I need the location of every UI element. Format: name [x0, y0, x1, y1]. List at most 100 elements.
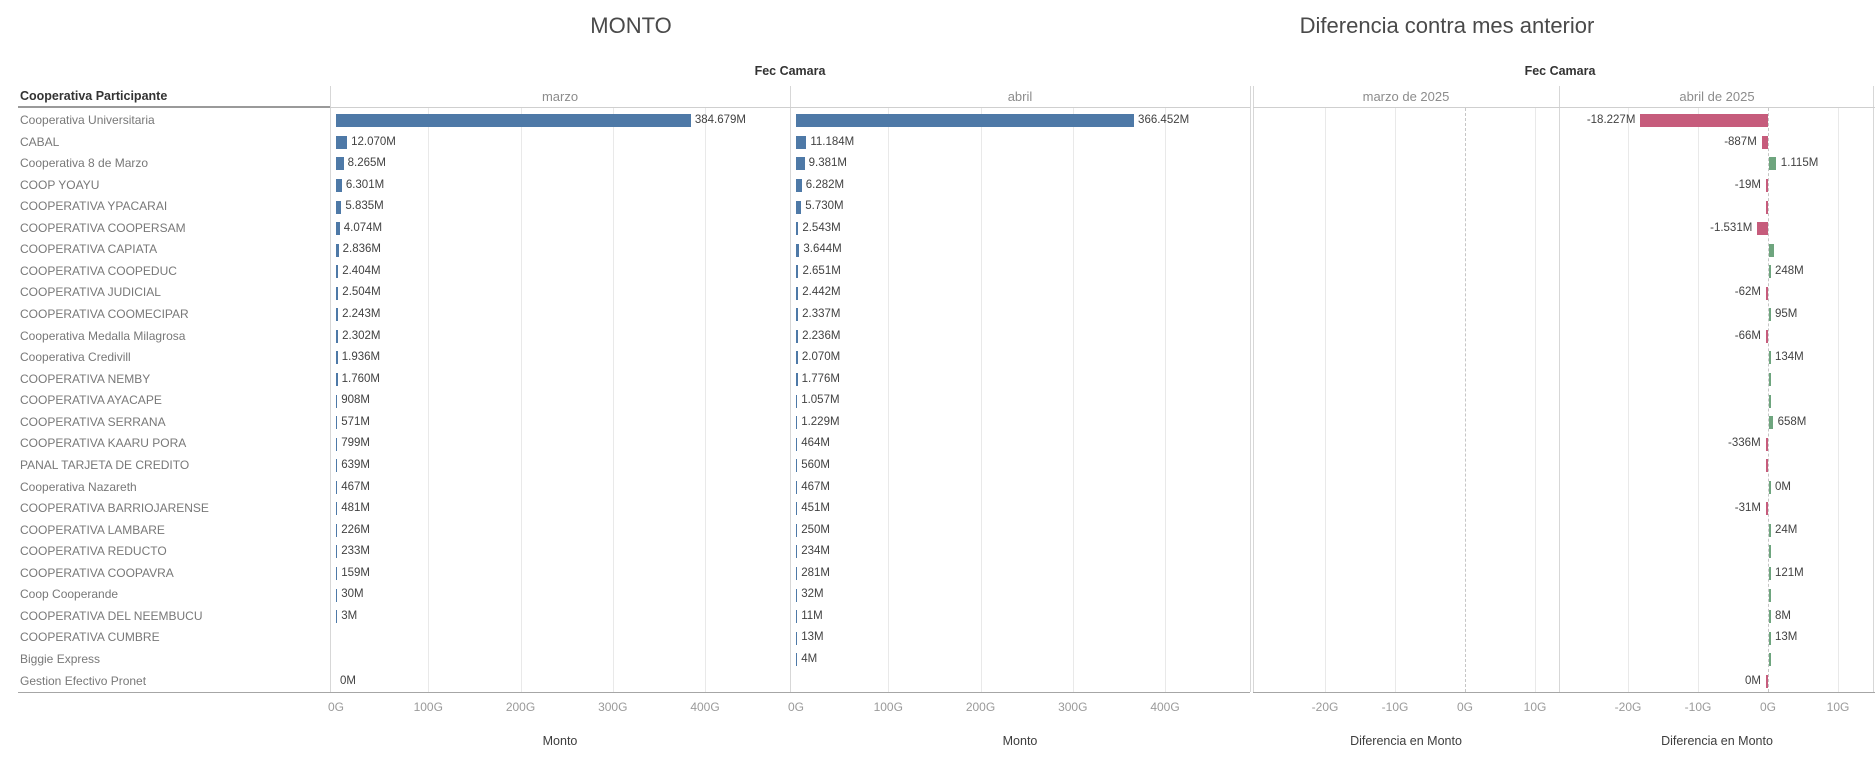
monto-bar-marzo[interactable] [336, 351, 338, 365]
monto-bar-marzo[interactable] [336, 502, 338, 516]
diff-bar[interactable] [1768, 588, 1771, 602]
monto-bar-abril[interactable] [796, 351, 798, 365]
row-label[interactable]: Biggie Express [20, 652, 101, 666]
monto-bar-marzo[interactable] [336, 286, 339, 300]
row-label[interactable]: COOPERATIVA KAARU PORA [20, 436, 187, 451]
diff-bar[interactable] [1640, 114, 1768, 128]
monto-bar-abril[interactable] [796, 329, 799, 343]
monto-bar-marzo[interactable] [336, 265, 339, 279]
monto-bar-abril[interactable] [796, 610, 798, 624]
diff-bar[interactable] [1768, 157, 1777, 171]
row-label[interactable]: COOPERATIVA COOPEDUC [20, 263, 177, 278]
monto-bar-abril[interactable] [796, 157, 805, 171]
row-label[interactable]: COOPERATIVA YPACARAI [20, 199, 168, 214]
monto-bar-abril[interactable] [796, 416, 798, 430]
monto-bar-abril[interactable] [796, 265, 799, 279]
row-label[interactable]: COOPERATIVA CAPIATA [20, 242, 158, 257]
monto-bar-abril[interactable] [796, 459, 798, 473]
monto-bar-marzo[interactable] [336, 373, 338, 386]
diff-bar[interactable] [1765, 437, 1768, 451]
monto-bar-abril[interactable] [796, 200, 802, 214]
monto-bar-marzo[interactable] [336, 459, 338, 473]
monto-bar-marzo[interactable] [336, 523, 338, 537]
diff-bar[interactable] [1768, 416, 1774, 430]
row-label[interactable]: CABAL [20, 134, 60, 149]
row-label[interactable]: COOP YOAYU [20, 177, 100, 192]
monto-bar-marzo[interactable] [336, 567, 338, 581]
monto-bar-marzo[interactable] [336, 394, 338, 408]
diff-bar[interactable] [1768, 610, 1771, 624]
diff-bar[interactable] [1768, 265, 1771, 279]
monto-bar-abril[interactable] [796, 480, 798, 494]
monto-bar-marzo[interactable] [336, 114, 691, 128]
row-label[interactable]: COOPERATIVA NEMBY [20, 371, 151, 386]
diff-bar[interactable] [1766, 178, 1768, 192]
monto-bar-marzo[interactable] [336, 610, 338, 624]
monto-bar-abril[interactable] [796, 222, 799, 236]
monto-bar-abril[interactable] [796, 653, 798, 667]
diff-bar[interactable] [1766, 502, 1768, 516]
diff-bar[interactable] [1768, 351, 1771, 365]
diff-bar[interactable] [1766, 459, 1768, 473]
diff-bar[interactable] [1766, 200, 1768, 214]
monto-bar-abril[interactable] [796, 178, 802, 192]
monto-bar-abril[interactable] [796, 243, 800, 257]
monto-bar-marzo[interactable] [336, 480, 338, 494]
row-label[interactable]: COOPERATIVA COOMECIPAR [20, 307, 189, 322]
diff-bar[interactable] [1768, 394, 1771, 408]
monto-bar-marzo[interactable] [336, 437, 338, 451]
diff-bar[interactable] [1768, 243, 1775, 257]
monto-bar-marzo[interactable] [336, 222, 340, 236]
row-dimension-header[interactable]: Cooperativa Participante [20, 89, 168, 103]
monto-bar-abril[interactable] [796, 502, 798, 516]
row-label[interactable]: COOPERATIVA CUMBRE [20, 630, 160, 645]
row-label[interactable]: Cooperativa Universitaria [20, 113, 155, 127]
diff-bar[interactable] [1766, 286, 1768, 300]
monto-bar-marzo[interactable] [336, 243, 339, 257]
row-label[interactable]: Cooperativa 8 de Marzo [20, 156, 149, 171]
diff-bar[interactable] [1768, 567, 1771, 581]
monto-bar-marzo[interactable] [336, 545, 338, 559]
row-label[interactable]: COOPERATIVA BARRIOJARENSE [20, 501, 209, 516]
monto-bar-marzo[interactable] [336, 416, 338, 430]
monto-bar-abril[interactable] [796, 373, 798, 386]
row-label[interactable]: COOPERATIVA SERRANA [20, 414, 166, 429]
panel-header-marzo-2025[interactable]: marzo de 2025 [1362, 89, 1450, 104]
monto-bar-marzo[interactable] [336, 157, 344, 171]
diff-bar[interactable] [1766, 674, 1768, 688]
diff-bar[interactable] [1768, 308, 1771, 322]
diff-bar[interactable] [1768, 631, 1771, 645]
diff-bar[interactable] [1768, 373, 1771, 386]
row-label[interactable]: COOPERATIVA DEL NEEMBUCU [20, 608, 203, 623]
monto-bar-abril[interactable] [796, 394, 798, 408]
row-label[interactable]: PANAL TARJETA DE CREDITO [20, 457, 190, 472]
diff-bar[interactable] [1768, 480, 1771, 494]
row-label[interactable]: COOPERATIVA AYACAPE [20, 393, 162, 408]
monto-bar-abril[interactable] [796, 286, 799, 300]
panel-header-abril[interactable]: abril [1007, 89, 1033, 104]
row-label[interactable]: COOPERATIVA COOPAVRA [20, 565, 174, 580]
row-label[interactable]: COOPERATIVA LAMBARE [20, 522, 165, 537]
monto-bar-abril[interactable] [796, 631, 798, 645]
diff-bar[interactable] [1761, 135, 1768, 149]
diff-bar[interactable] [1757, 222, 1768, 236]
monto-bar-abril[interactable] [796, 308, 799, 322]
monto-bar-abril[interactable] [796, 545, 798, 559]
diff-bar[interactable] [1768, 653, 1771, 667]
monto-bar-abril[interactable] [796, 114, 1135, 128]
diff-bar[interactable] [1768, 545, 1771, 559]
row-label[interactable]: Coop Cooperande [20, 587, 119, 602]
monto-bar-abril[interactable] [796, 567, 798, 581]
row-label[interactable]: COOPERATIVA COOPERSAM [20, 220, 186, 235]
row-label[interactable]: Cooperativa Medalla Milagrosa [20, 328, 186, 343]
panel-header-marzo[interactable]: marzo [541, 89, 579, 104]
monto-bar-abril[interactable] [796, 523, 798, 537]
diff-bar[interactable] [1766, 329, 1768, 343]
row-label[interactable]: COOPERATIVA JUDICIAL [20, 285, 161, 300]
monto-bar-marzo[interactable] [336, 200, 342, 214]
monto-bar-marzo[interactable] [336, 329, 339, 343]
row-label[interactable]: COOPERATIVA REDUCTO [20, 544, 167, 559]
monto-bar-abril[interactable] [796, 437, 798, 451]
diff-bar[interactable] [1768, 523, 1771, 537]
row-label[interactable]: Cooperativa Nazareth [20, 479, 137, 494]
